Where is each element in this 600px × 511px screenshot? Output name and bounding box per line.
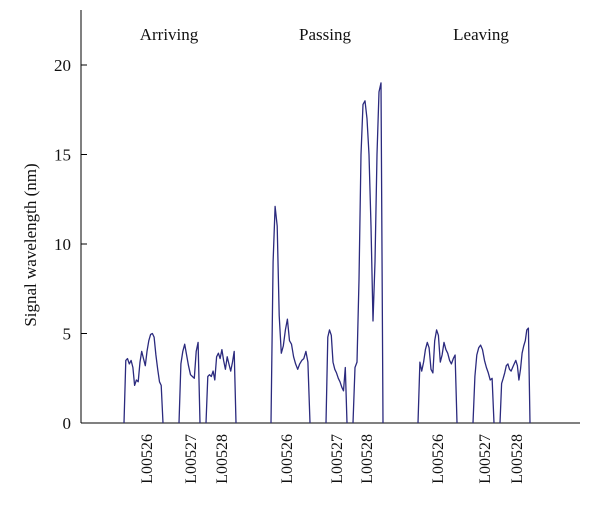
y-ticks: 0 5 10 15 20	[54, 56, 87, 433]
sensor-labels: L00526 L00527 L00528 L00526 L00527 L00528 L005…	[139, 434, 526, 484]
trace-leaving-l00527	[472, 344, 495, 424]
group-labels: Arriving Passing Leaving	[140, 25, 510, 44]
trace-passing-l00527	[325, 329, 348, 424]
y-tick-label-5: 5	[63, 325, 72, 344]
trace-arriving-l00526	[123, 332, 164, 424]
sensor-label-leaving-l00527: L00527	[477, 434, 494, 484]
sensor-label-arriving-l00528: L00528	[214, 434, 231, 484]
y-tick-label-10: 10	[54, 235, 71, 254]
group-label-passing: Passing	[299, 25, 351, 44]
trace-passing-l00526	[270, 205, 311, 424]
sensor-label-arriving-l00527: L00527	[183, 434, 200, 484]
trace-arriving-l00528	[205, 348, 237, 424]
group-label-leaving: Leaving	[453, 25, 509, 44]
sensor-label-leaving-l00528: L00528	[509, 434, 526, 484]
sensor-label-arriving-l00526: L00526	[139, 434, 156, 484]
y-tick-label-0: 0	[63, 414, 72, 433]
trace-leaving-l00528	[499, 327, 531, 424]
y-axis-title: Signal wavelength (nm)	[21, 163, 40, 326]
y-tick-label-20: 20	[54, 56, 71, 75]
trace-passing-l00528	[352, 82, 384, 424]
y-tick-label-15: 15	[54, 146, 71, 165]
trace-arriving-l00527	[178, 341, 201, 424]
sensor-label-leaving-l00526: L00526	[430, 434, 447, 484]
traces	[123, 82, 531, 424]
y-axis: 0 5 10 15 20	[54, 10, 87, 433]
sensor-label-passing-l00528: L00528	[359, 434, 376, 484]
sensor-label-passing-l00526: L00526	[279, 434, 296, 484]
trace-leaving-l00526	[417, 329, 458, 424]
group-label-arriving: Arriving	[140, 25, 199, 44]
sensor-label-passing-l00527: L00527	[329, 434, 346, 484]
